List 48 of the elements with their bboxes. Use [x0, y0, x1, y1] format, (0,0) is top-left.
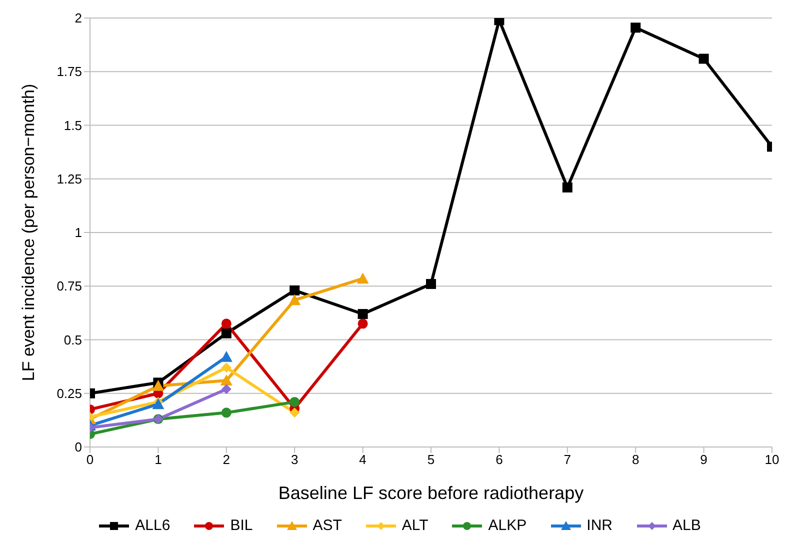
point: [288, 294, 301, 306]
x-tick-label: 3: [290, 452, 298, 468]
y-tick-label: 0.25: [56, 386, 82, 401]
point: [221, 408, 232, 418]
legend-label: ALB: [672, 517, 701, 534]
x-tick-label: 1: [154, 452, 162, 468]
legend-label: ALT: [402, 517, 428, 534]
x-tick-label: 0: [86, 452, 94, 468]
legend-label: AST: [312, 517, 342, 534]
point: [356, 272, 369, 284]
x-tick-label: 2: [222, 452, 230, 468]
legend-label: BIL: [230, 517, 253, 534]
point: [426, 278, 436, 289]
point: [221, 318, 232, 329]
y-tick-label: 1.75: [56, 64, 82, 80]
x-tick-label: 6: [496, 452, 503, 468]
point: [152, 380, 164, 391]
y-axis-title: LF event incidence (per person−month): [19, 84, 38, 382]
point: [220, 350, 232, 362]
legend-label: ALL6: [135, 517, 170, 534]
point: [698, 54, 709, 64]
point: [290, 408, 300, 418]
y-tick-label: 0.75: [56, 278, 82, 294]
x-tick-label: 8: [632, 452, 640, 468]
point: [221, 328, 232, 338]
x-axis-title: Baseline LF score before radiotherapy: [278, 483, 584, 503]
y-tick-label: 1.25: [56, 171, 82, 186]
y-tick-label: 1: [74, 225, 82, 240]
legend-label: ALKP: [488, 517, 527, 534]
point: [630, 22, 641, 33]
y-tick-label: 0.5: [64, 332, 82, 348]
y-tick-label: 0: [74, 440, 82, 455]
x-tick-label: 4: [359, 452, 366, 468]
y-tick-label: 2: [74, 10, 82, 26]
x-tick-label: 7: [564, 452, 572, 468]
point: [221, 362, 232, 373]
y-tick-label: 1.5: [64, 118, 82, 133]
point: [562, 182, 572, 192]
legend-label: INR: [586, 517, 612, 534]
x-tick-label: 9: [700, 452, 708, 468]
x-tick-label: 5: [427, 452, 435, 468]
point: [358, 309, 368, 320]
point: [152, 398, 164, 410]
point: [290, 285, 300, 296]
x-tick-label: 10: [764, 452, 780, 468]
point: [290, 396, 300, 407]
point: [358, 318, 368, 329]
point: [220, 374, 232, 386]
